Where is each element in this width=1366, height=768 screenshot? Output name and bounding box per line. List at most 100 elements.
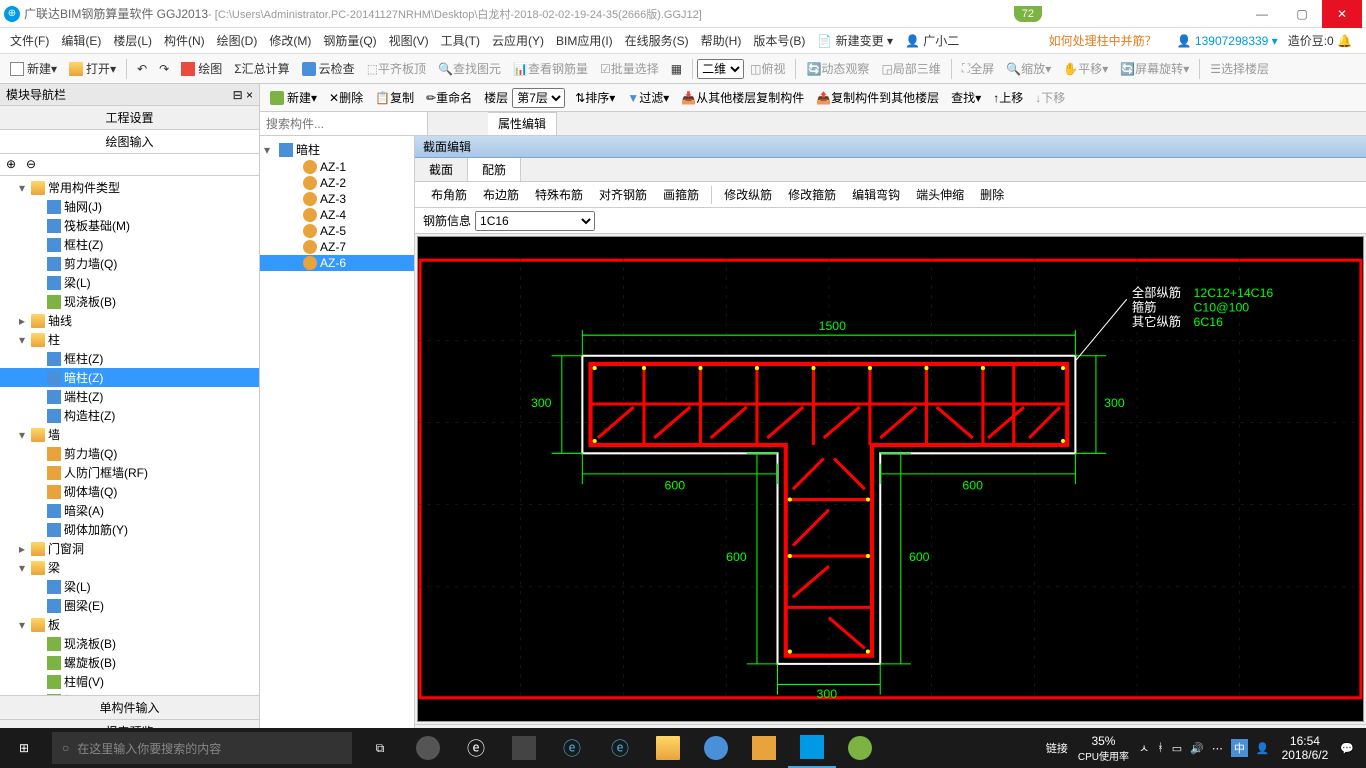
tab-single-input[interactable]: 单构件输入 bbox=[0, 696, 259, 720]
tray-user-icon[interactable]: 👤 bbox=[1256, 742, 1270, 755]
new-change-button[interactable]: 📄 新建变更 ▾ bbox=[811, 32, 899, 49]
tree-node[interactable]: 框柱(Z) bbox=[0, 235, 259, 254]
tree-node[interactable]: ▾墙 bbox=[0, 425, 259, 444]
end-extend-button[interactable]: 端头伸缩 bbox=[908, 186, 972, 203]
app-7-icon[interactable] bbox=[836, 728, 884, 768]
edge-rebar-button[interactable]: 布边筋 bbox=[475, 186, 527, 203]
tree-node[interactable]: ▾柱 bbox=[0, 330, 259, 349]
menu-bim[interactable]: BIM应用(I) bbox=[550, 32, 619, 49]
move-up-button[interactable]: ↑ 上移 bbox=[987, 89, 1029, 106]
tree-node[interactable]: 梁(L) bbox=[0, 273, 259, 292]
ie-icon[interactable]: ⓔ bbox=[596, 728, 644, 768]
move-down-button[interactable]: ↓ 下移 bbox=[1029, 89, 1071, 106]
tree-node[interactable]: 剪力墙(Q) bbox=[0, 444, 259, 463]
menu-draw[interactable]: 绘图(D) bbox=[211, 32, 264, 49]
tree-node[interactable]: 砌体加筋(Y) bbox=[0, 520, 259, 539]
tree-node[interactable]: 轴网(J) bbox=[0, 197, 259, 216]
gxr-button[interactable]: 👤 广小二 bbox=[899, 32, 965, 49]
align-rebar-button[interactable]: 对齐钢筋 bbox=[591, 186, 655, 203]
special-rebar-button[interactable]: 特殊布筋 bbox=[527, 186, 591, 203]
batch-select-button[interactable]: ☑ 批量选择 bbox=[594, 55, 665, 83]
tree-node[interactable]: 螺旋板(B) bbox=[0, 653, 259, 672]
view-rebar-button[interactable]: 📊 查看钢筋量 bbox=[507, 55, 594, 83]
copy-to-floor-button[interactable]: 📤 复制构件到其他楼层 bbox=[810, 89, 945, 106]
complist-item[interactable]: AZ-2 bbox=[260, 175, 414, 191]
clock[interactable]: 16:542018/6/2 bbox=[1274, 734, 1337, 763]
complist-item[interactable]: AZ-6 bbox=[260, 255, 414, 271]
tab-property-edit[interactable]: 属性编辑 bbox=[488, 112, 557, 135]
app-4-icon[interactable] bbox=[692, 728, 740, 768]
close-button[interactable]: ✕ bbox=[1322, 0, 1362, 28]
zoom-button[interactable]: 🔍 缩放 ▾ bbox=[1000, 55, 1057, 83]
find-button[interactable]: 查找 ▾ bbox=[945, 89, 987, 106]
copy-comp-button[interactable]: 📋 复制 bbox=[369, 89, 420, 106]
rename-comp-button[interactable]: ✏ 重命名 bbox=[420, 89, 478, 106]
menu-cloud[interactable]: 云应用(Y) bbox=[486, 32, 550, 49]
app-3-icon[interactable]: ⓔ bbox=[548, 728, 596, 768]
copy-from-floor-button[interactable]: 📥 从其他楼层复制构件 bbox=[675, 89, 810, 106]
notification-icon[interactable]: 💬 bbox=[1340, 742, 1354, 755]
menu-online[interactable]: 在线服务(S) bbox=[619, 32, 695, 49]
menu-floor[interactable]: 楼层(L) bbox=[107, 32, 158, 49]
tree-node[interactable]: 圈梁(E) bbox=[0, 596, 259, 615]
minimize-button[interactable]: — bbox=[1242, 0, 1282, 28]
edit-hook-button[interactable]: 编辑弯钩 bbox=[844, 186, 908, 203]
tree-node[interactable]: 端柱(Z) bbox=[0, 387, 259, 406]
tree-node[interactable]: 梁(L) bbox=[0, 577, 259, 596]
delete-comp-button[interactable]: ✕ 删除 bbox=[323, 89, 369, 106]
tree-node[interactable]: ▸门窗洞 bbox=[0, 539, 259, 558]
edge-icon[interactable]: ⓔ bbox=[452, 728, 500, 768]
explorer-icon[interactable] bbox=[644, 728, 692, 768]
complist-item[interactable]: AZ-1 bbox=[260, 159, 414, 175]
tree-node[interactable]: ▸轴线 bbox=[0, 311, 259, 330]
complist-item[interactable]: AZ-4 bbox=[260, 207, 414, 223]
tab-project-settings[interactable]: 工程设置 bbox=[0, 106, 259, 129]
align-top-button[interactable]: ⬚ 平齐板顶 bbox=[361, 55, 432, 83]
maximize-button[interactable]: ▢ bbox=[1282, 0, 1322, 28]
menu-rebar[interactable]: 钢筋量(Q) bbox=[317, 32, 382, 49]
menu-view[interactable]: 视图(V) bbox=[383, 32, 435, 49]
tree-node[interactable]: 柱帽(V) bbox=[0, 672, 259, 691]
corner-rebar-button[interactable]: 布角筋 bbox=[423, 186, 475, 203]
top-view-button[interactable]: ◫ 俯视 bbox=[744, 55, 791, 83]
find-element-button[interactable]: 🔍 查找图元 bbox=[432, 55, 507, 83]
volume-icon[interactable]: 🔊 bbox=[1190, 742, 1204, 755]
tree-node[interactable]: ▾板 bbox=[0, 615, 259, 634]
tree-node[interactable]: 框柱(Z) bbox=[0, 349, 259, 368]
menu-file[interactable]: 文件(F) bbox=[4, 32, 55, 49]
menu-edit[interactable]: 编辑(E) bbox=[55, 32, 107, 49]
view-mode-select[interactable]: 二维 bbox=[697, 59, 744, 79]
complist-item[interactable]: AZ-7 bbox=[260, 239, 414, 255]
app-6-icon[interactable] bbox=[788, 728, 836, 768]
ime-icon[interactable]: 中 bbox=[1231, 739, 1248, 757]
tree-node[interactable]: 构造柱(Z) bbox=[0, 406, 259, 425]
new-comp-button[interactable]: 新建 ▾ bbox=[264, 89, 323, 106]
floor-select[interactable]: 第7层 bbox=[512, 88, 565, 108]
panel-toggle-icon[interactable]: ⊟ × bbox=[233, 88, 253, 102]
draw-stirrup-button[interactable]: 画箍筋 bbox=[655, 186, 707, 203]
modify-long-button[interactable]: 修改纵筋 bbox=[716, 186, 780, 203]
app-1-icon[interactable] bbox=[404, 728, 452, 768]
menu-version[interactable]: 版本号(B) bbox=[747, 32, 811, 49]
orbit-button[interactable]: 🔄 动态观察 bbox=[800, 55, 875, 83]
tree-node[interactable]: 暗柱(Z) bbox=[0, 368, 259, 387]
filter-button[interactable]: ▼ 过滤 ▾ bbox=[621, 89, 675, 106]
tree-node[interactable]: 人防门框墙(RF) bbox=[0, 463, 259, 482]
bluetooth-icon[interactable]: ᚼ bbox=[1157, 742, 1164, 754]
expand-icon[interactable]: ⊕ bbox=[6, 157, 22, 173]
app-5-icon[interactable] bbox=[740, 728, 788, 768]
tree-node[interactable]: 筏板基础(M) bbox=[0, 216, 259, 235]
undo-icon[interactable]: ↶ bbox=[131, 55, 153, 83]
draw-button[interactable]: 绘图 bbox=[175, 55, 228, 83]
complist-item[interactable]: AZ-3 bbox=[260, 191, 414, 207]
app-2-icon[interactable] bbox=[500, 728, 548, 768]
fullscreen-button[interactable]: ⛶ 全屏 bbox=[956, 55, 1000, 83]
select-floor-button[interactable]: ☰ 选择楼层 bbox=[1204, 55, 1275, 83]
tree-node[interactable]: 暗梁(A) bbox=[0, 501, 259, 520]
menu-tools[interactable]: 工具(T) bbox=[435, 32, 486, 49]
menu-modify[interactable]: 修改(M) bbox=[263, 32, 317, 49]
local-3d-button[interactable]: ◲ 局部三维 bbox=[875, 55, 946, 83]
tree-node[interactable]: ▾梁 bbox=[0, 558, 259, 577]
complist-item[interactable]: AZ-5 bbox=[260, 223, 414, 239]
link-label[interactable]: 链接 bbox=[1046, 740, 1068, 756]
